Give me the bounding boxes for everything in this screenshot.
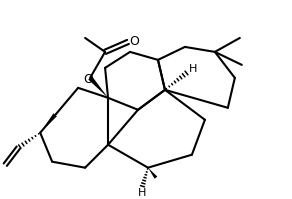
Text: O: O (83, 73, 93, 86)
Polygon shape (88, 76, 108, 98)
Text: H: H (138, 188, 146, 198)
Text: O: O (129, 35, 139, 48)
Polygon shape (148, 168, 157, 179)
Polygon shape (40, 113, 57, 133)
Text: H: H (189, 64, 197, 74)
